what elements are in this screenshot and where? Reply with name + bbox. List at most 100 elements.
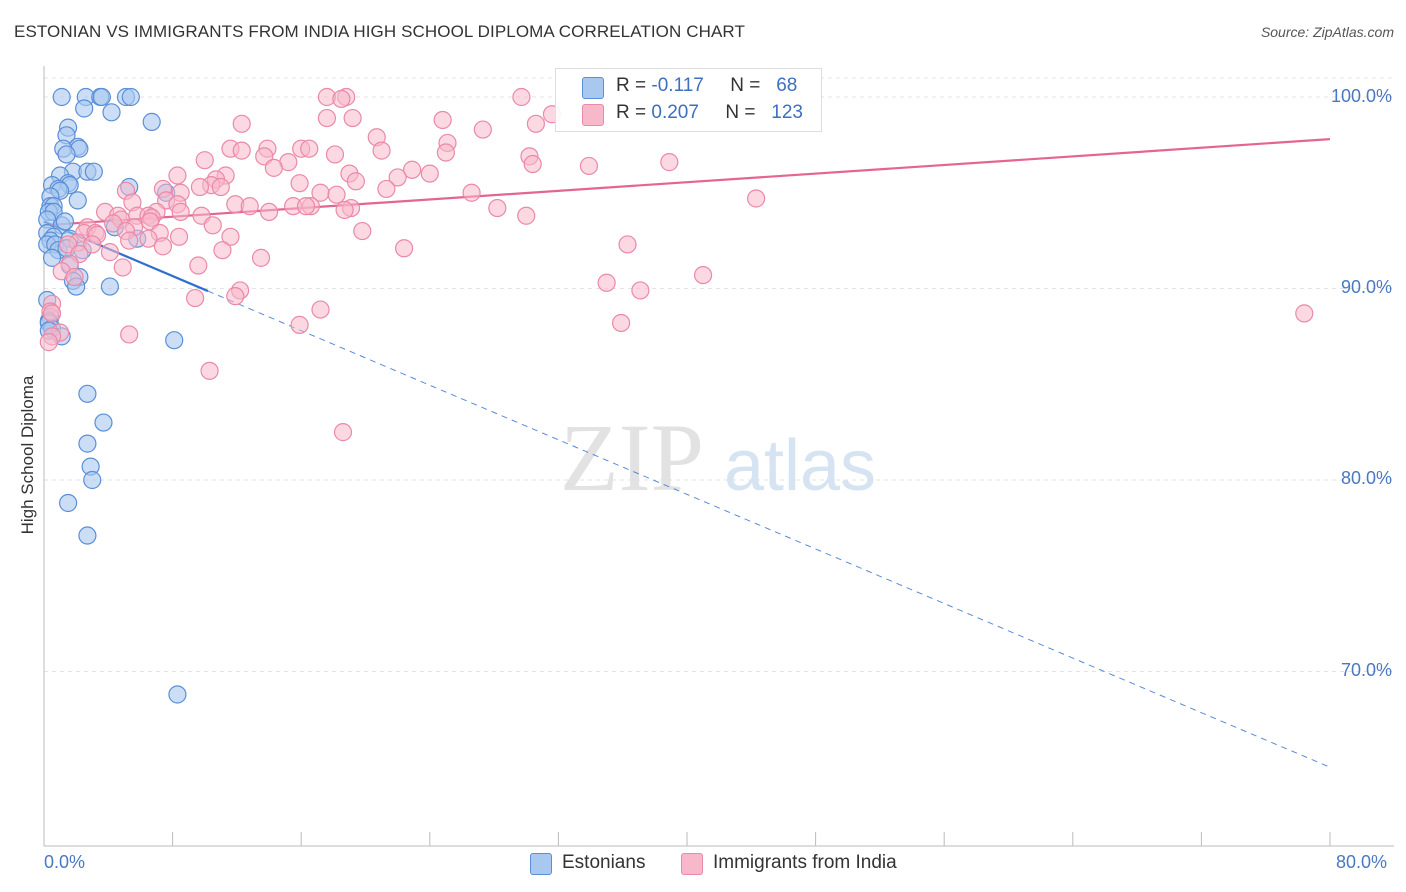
point-india [240, 197, 259, 216]
y-tick-90: 90.0% [1340, 277, 1392, 297]
y-tick-70: 70.0% [1340, 660, 1392, 680]
correlation-legend: R = -0.117 N = 68 R = 0.207 N = 123 [555, 68, 822, 132]
point-india [333, 423, 353, 442]
trend-line-india [43, 138, 1331, 227]
watermark-zip: ZIP [560, 404, 704, 511]
point-india [120, 231, 139, 250]
trend-solid-india [43, 138, 1331, 227]
point-india [631, 281, 650, 300]
point-india [211, 177, 230, 197]
point-india [693, 265, 713, 285]
point-india [512, 87, 531, 107]
point-india [433, 110, 452, 130]
point-india [403, 160, 422, 179]
point-india [436, 143, 455, 162]
point-india [186, 288, 205, 308]
point-india [171, 202, 190, 221]
y-axis-label: High School Diploma [18, 375, 37, 535]
point-india [311, 300, 330, 319]
point-india [221, 227, 240, 246]
point-india [190, 177, 210, 197]
point-india [203, 216, 222, 235]
point-india [195, 151, 214, 170]
point-india [259, 202, 279, 221]
point-india [226, 287, 245, 306]
point-estonian [42, 248, 62, 267]
point-estonian [55, 212, 74, 231]
point-india [473, 120, 492, 139]
point-india [372, 141, 391, 160]
point-india [296, 197, 316, 216]
watermark: ZIP atlas [560, 404, 876, 511]
point-india [290, 315, 309, 334]
point-india [65, 267, 84, 287]
point-india [232, 114, 251, 133]
point-india [618, 235, 637, 254]
points-india [39, 87, 1314, 442]
point-estonian [75, 99, 94, 118]
point-estonian [168, 685, 187, 704]
point-india [325, 145, 345, 164]
point-india [169, 227, 189, 246]
point-india [388, 168, 407, 187]
legend-text-blue: R = -0.117 N = 68 [616, 75, 798, 96]
point-india [332, 89, 351, 109]
point-estonian [92, 87, 111, 107]
point-india [353, 221, 372, 241]
watermark-atlas: atlas [724, 426, 876, 506]
bottom-swatch-pink [681, 853, 703, 875]
legend-swatch-blue [582, 77, 604, 99]
point-estonian [78, 384, 97, 403]
point-india [153, 237, 173, 256]
point-estonian [68, 191, 87, 210]
point-india [120, 325, 139, 344]
point-india [251, 248, 271, 267]
chart-title: ESTONIAN VS IMMIGRANTS FROM INDIA HIGH S… [14, 22, 745, 41]
x-tick-0: 0.0% [44, 852, 86, 872]
point-india [39, 333, 58, 352]
point-india [335, 200, 354, 220]
point-india [377, 179, 396, 199]
point-estonian [52, 87, 71, 107]
point-estonian [57, 145, 76, 164]
point-estonian [102, 103, 121, 122]
point-estonian [165, 331, 184, 350]
point-india [327, 185, 346, 204]
point-india [523, 154, 542, 174]
point-estonian [84, 162, 103, 181]
point-india [139, 229, 158, 248]
point-india [660, 153, 679, 172]
legend-swatch-pink [582, 104, 604, 126]
point-india [1295, 304, 1314, 323]
point-india [747, 189, 766, 208]
point-estonian [78, 434, 97, 453]
point-india [300, 139, 319, 158]
point-estonian [78, 526, 97, 545]
legend-r-blue: -0.117 [651, 75, 704, 96]
point-india [232, 141, 251, 160]
point-india [488, 198, 507, 218]
trend-dashed-estonians [207, 290, 1331, 768]
point-india [264, 158, 283, 177]
bottom-swatch-blue [530, 853, 552, 875]
legend-r-pink: 0.207 [651, 102, 699, 123]
point-india [394, 239, 414, 258]
point-india [113, 258, 132, 277]
axes [43, 66, 1394, 847]
point-india [42, 304, 62, 323]
point-estonian [83, 470, 102, 490]
source-label: Source: ZipAtlas.com [1260, 24, 1394, 40]
point-india [462, 183, 481, 202]
point-india [611, 313, 631, 333]
point-estonian [59, 493, 78, 513]
legend-n-pink: 123 [771, 102, 803, 123]
point-india [83, 235, 102, 254]
point-india [526, 114, 545, 133]
point-india [168, 166, 187, 185]
x-tick-80: 80.0% [1336, 852, 1388, 872]
legend-n-blue: 68 [776, 75, 798, 96]
point-india [346, 172, 365, 191]
point-india [200, 361, 219, 380]
point-india [420, 164, 439, 183]
